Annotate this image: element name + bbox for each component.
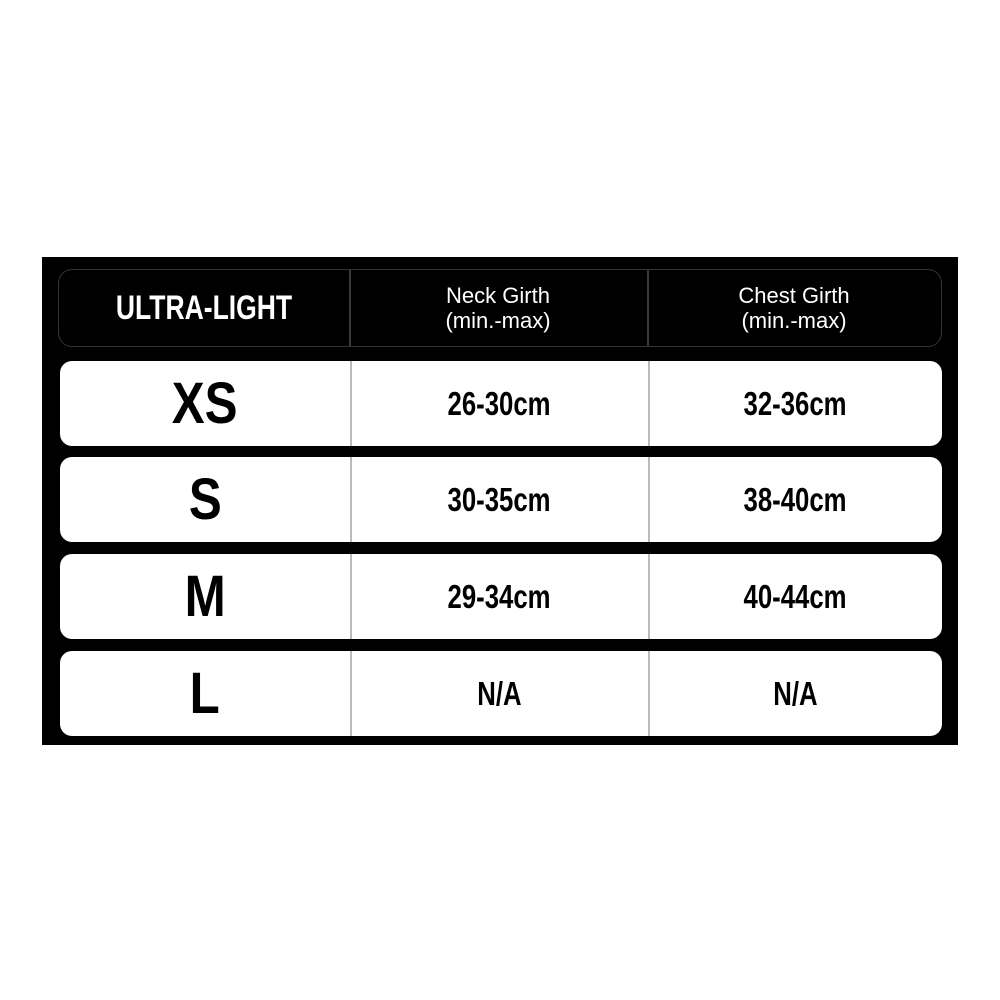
chest-value: 38-40cm bbox=[743, 480, 847, 518]
size-chart: ULTRA-LIGHT Neck Girth (min.-max) Chest G… bbox=[42, 257, 958, 745]
chest-value: N/A bbox=[772, 674, 818, 712]
neck-value: 30-35cm bbox=[447, 480, 551, 518]
chest-value: 40-44cm bbox=[743, 577, 847, 615]
column-label: Neck Girth bbox=[446, 283, 550, 308]
column-divider bbox=[648, 361, 650, 446]
column-divider bbox=[648, 554, 650, 639]
column-divider bbox=[648, 651, 650, 736]
column-divider bbox=[648, 457, 650, 542]
column-divider bbox=[350, 361, 352, 446]
column-divider bbox=[350, 651, 352, 736]
column-divider bbox=[350, 457, 352, 542]
size-label: XS bbox=[172, 371, 238, 436]
header-neck-girth: Neck Girth (min.-max) bbox=[349, 270, 647, 346]
table-row: XS 26-30cm 32-36cm bbox=[60, 361, 942, 446]
size-label: S bbox=[188, 467, 222, 532]
size-label: L bbox=[189, 661, 221, 726]
size-label: M bbox=[184, 564, 226, 629]
column-sublabel: (min.-max) bbox=[445, 308, 551, 333]
neck-value: 29-34cm bbox=[447, 577, 551, 615]
column-divider bbox=[350, 554, 352, 639]
neck-value: N/A bbox=[476, 674, 522, 712]
table-row: L N/A N/A bbox=[60, 651, 942, 736]
table-header: ULTRA-LIGHT Neck Girth (min.-max) Chest G… bbox=[58, 269, 942, 347]
table-row: S 30-35cm 38-40cm bbox=[60, 457, 942, 542]
header-title-cell: ULTRA-LIGHT bbox=[59, 270, 349, 346]
header-chest-girth: Chest Girth (min.-max) bbox=[647, 270, 941, 346]
table-title: ULTRA-LIGHT bbox=[115, 288, 293, 327]
table-row: M 29-34cm 40-44cm bbox=[60, 554, 942, 639]
column-divider bbox=[349, 270, 351, 346]
column-sublabel: (min.-max) bbox=[741, 308, 847, 333]
neck-value: 26-30cm bbox=[447, 384, 551, 422]
column-divider bbox=[647, 270, 649, 346]
column-label: Chest Girth bbox=[738, 283, 850, 308]
chest-value: 32-36cm bbox=[743, 384, 847, 422]
